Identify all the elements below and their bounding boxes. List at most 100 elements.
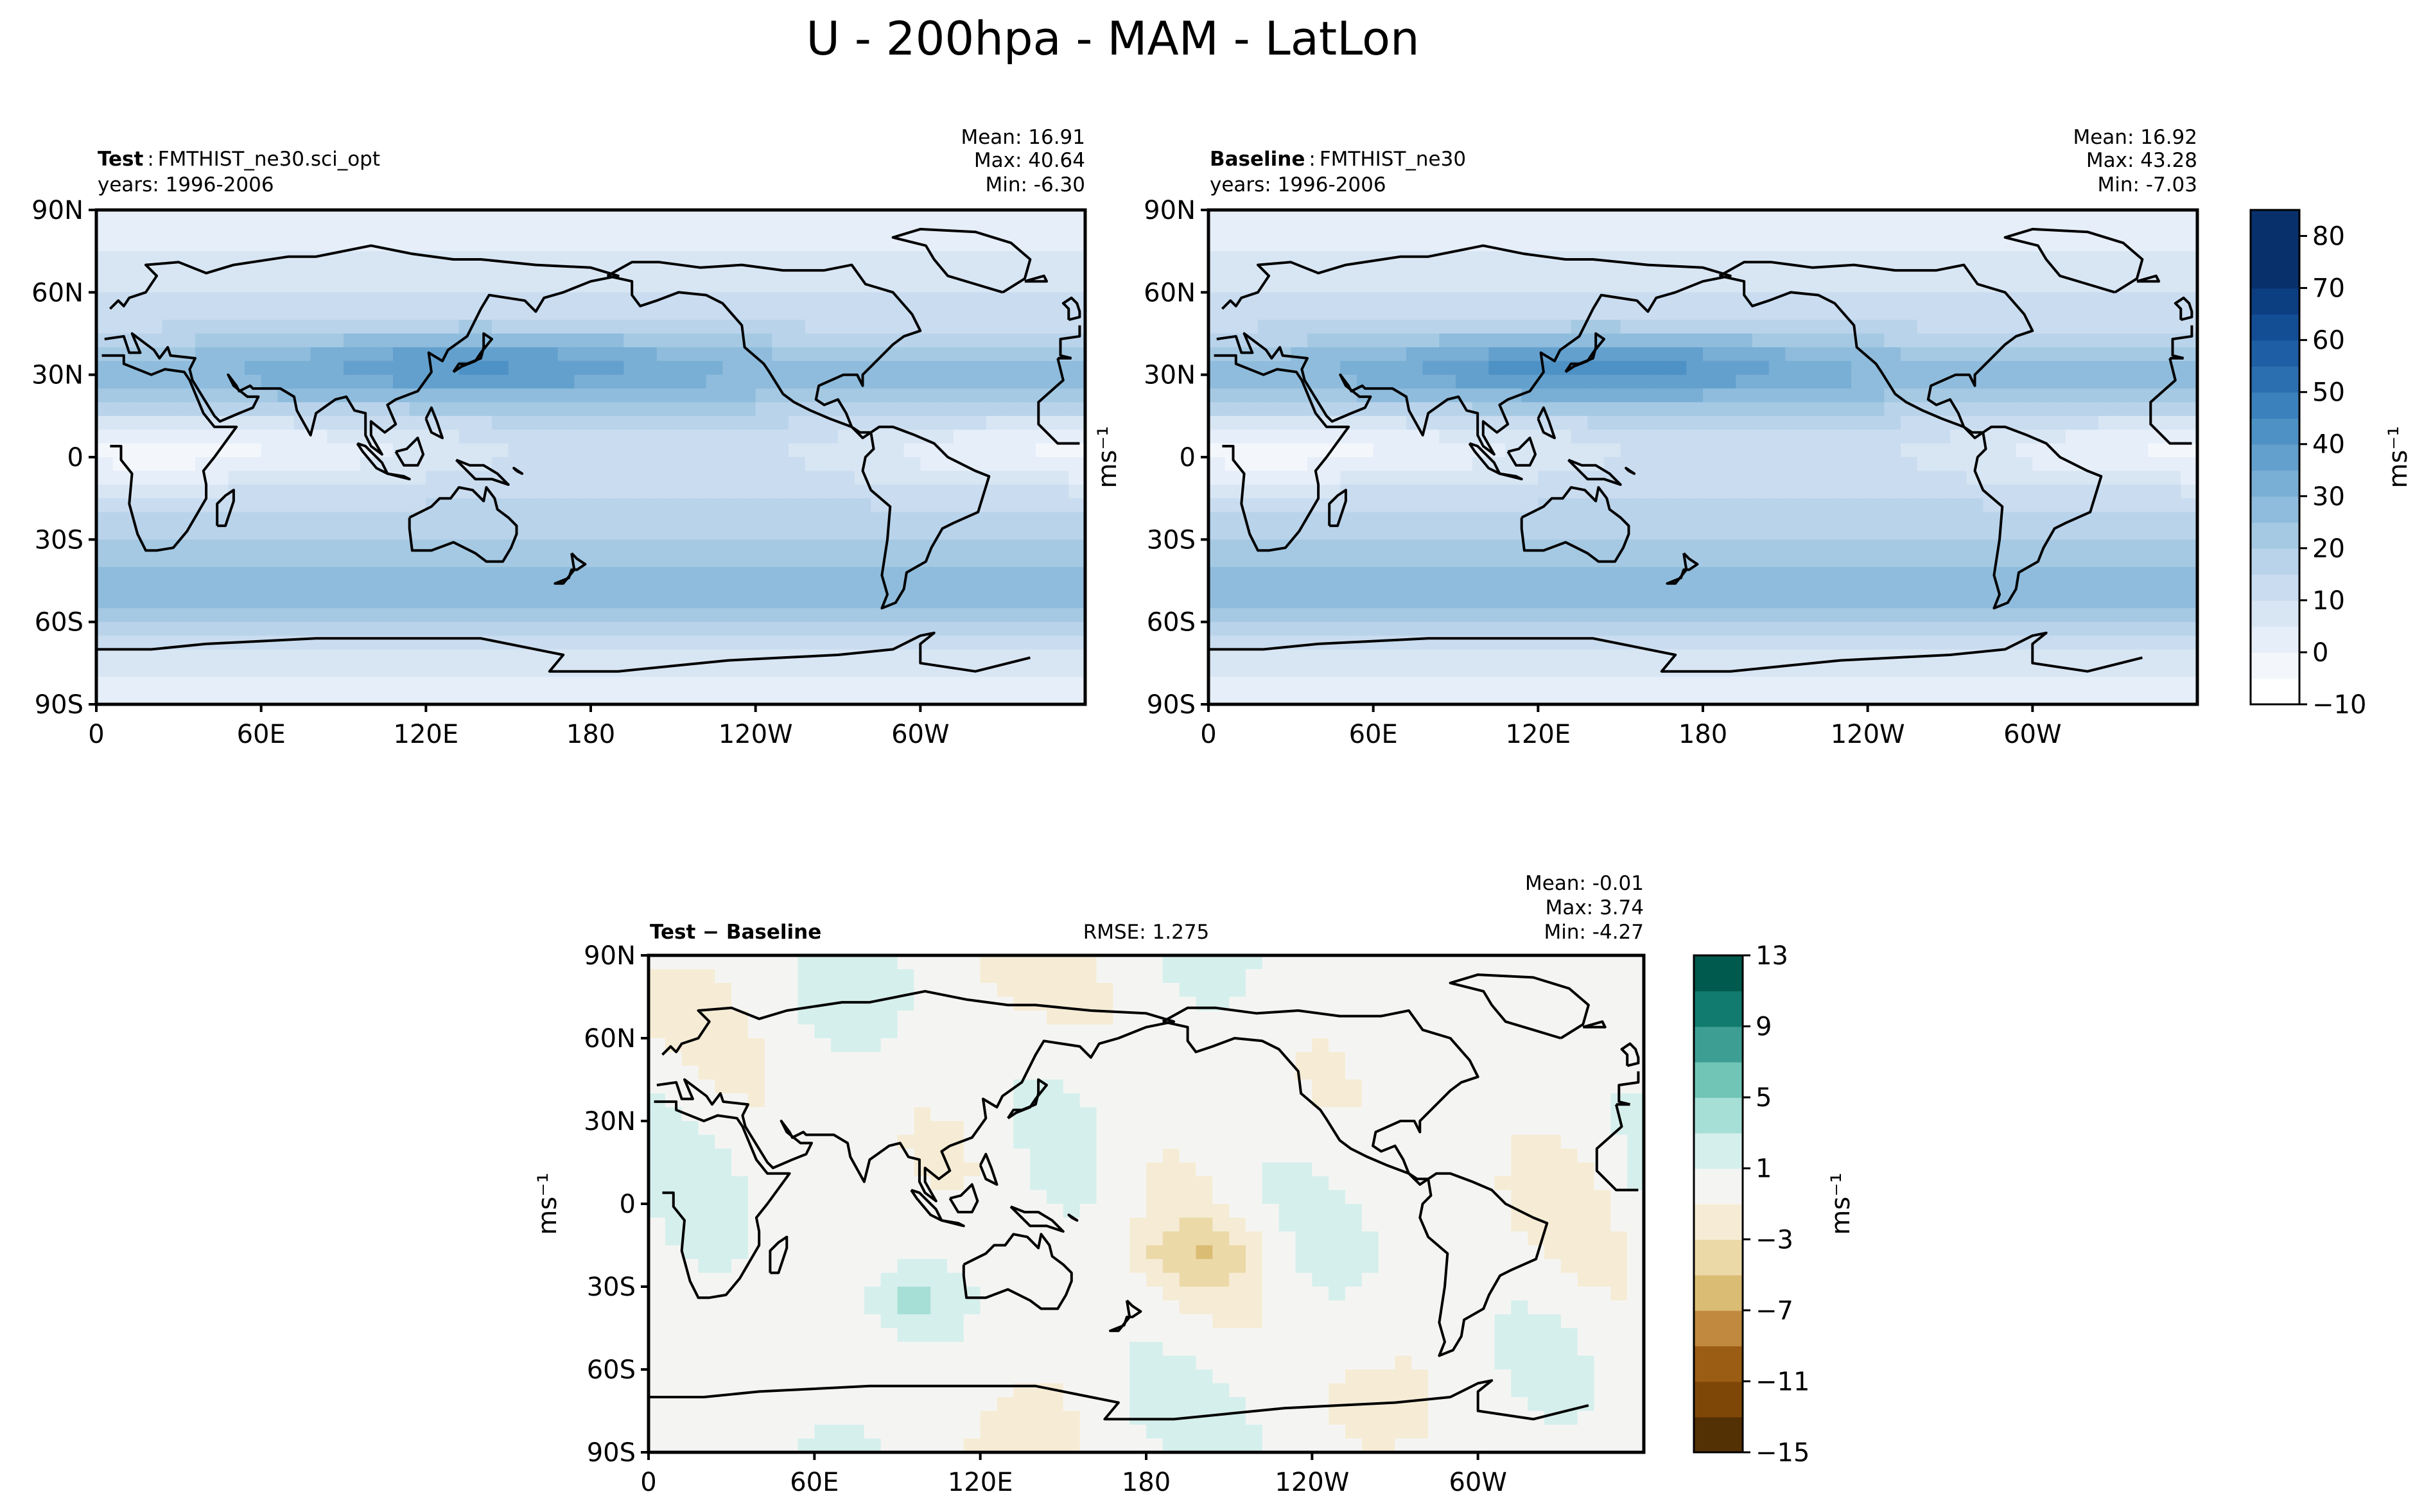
field-cell (789, 539, 806, 554)
field-cell (1208, 636, 1226, 650)
field-cell (179, 677, 196, 691)
field-cell (814, 969, 832, 984)
field-cell (1950, 594, 1967, 609)
field-cell (1851, 443, 1869, 458)
field-cell (2181, 210, 2197, 225)
field-cell (1291, 621, 1308, 636)
field-cell (1196, 983, 1214, 998)
field-cell (179, 237, 196, 252)
field-cell (1653, 498, 1671, 513)
field-cell (146, 251, 163, 266)
field-cell (228, 663, 245, 678)
coastline-antarctica (554, 552, 587, 585)
field-cell (1258, 608, 1275, 623)
field-cell (541, 347, 559, 362)
field-cell (1278, 1066, 1296, 1081)
field-cell (327, 415, 344, 431)
field-cell (525, 621, 542, 636)
field-cell (1802, 677, 1819, 691)
field-cell (1002, 663, 1020, 678)
field-cell (953, 320, 971, 335)
field-cell (409, 663, 427, 678)
field-cell (574, 649, 591, 664)
field-cell (492, 677, 509, 691)
field-cell (1719, 320, 1737, 335)
field-cell (937, 374, 954, 389)
field-cell (739, 498, 756, 513)
field-cell (2098, 484, 2116, 499)
coastline-greenland (394, 437, 425, 467)
field-cell (112, 690, 130, 704)
field-cell (897, 996, 915, 1011)
field-cell (261, 594, 279, 609)
coastline-indonesia (1328, 489, 1347, 527)
field-cell (1406, 663, 1424, 678)
field-cell (1637, 580, 1654, 595)
field-cell (1361, 1052, 1379, 1066)
field-cell (508, 320, 526, 335)
field-cell (1637, 278, 1654, 293)
field-cell (195, 621, 213, 636)
field-cell (327, 320, 344, 335)
field-cell (1422, 347, 1440, 362)
field-cell (591, 374, 608, 389)
field-cell (2181, 361, 2197, 376)
field-cell (1340, 621, 1357, 636)
field-cell (1229, 1066, 1246, 1081)
field-cell (277, 484, 295, 499)
field-cell (442, 608, 460, 623)
field-cell (1274, 320, 1292, 335)
field-cell (492, 525, 509, 541)
field-cell (821, 388, 839, 403)
field-cell (1719, 498, 1737, 513)
field-cell (1208, 278, 1226, 293)
field-cell (1703, 278, 1720, 293)
field-cell (2098, 443, 2116, 458)
field-cell (96, 567, 114, 582)
field-cell (1884, 415, 1901, 431)
field-cell (2181, 553, 2197, 568)
field-cell (1604, 347, 1621, 362)
field-cell (1068, 677, 1085, 691)
field-cell (1884, 621, 1901, 636)
field-cell (508, 237, 526, 252)
field-cell (1511, 1011, 1528, 1025)
field-cell (1002, 608, 1020, 623)
field-cell (831, 1024, 848, 1039)
field-cell (781, 1024, 799, 1039)
field-cell (1445, 1052, 1462, 1066)
field-cell (574, 374, 591, 389)
field-cell (409, 580, 427, 595)
field-cell (920, 567, 937, 582)
y-tick-label: 90S (1147, 690, 1196, 720)
field-cell (409, 498, 427, 513)
field-cell (1604, 608, 1621, 623)
field-cell (393, 265, 410, 279)
field-cell (1884, 608, 1901, 623)
field-cell (475, 210, 493, 225)
field-cell (261, 278, 279, 293)
field-cell (1670, 415, 1687, 431)
field-cell (2131, 471, 2149, 485)
field-cell (294, 512, 311, 526)
field-cell (1901, 278, 1918, 293)
field-cell (772, 278, 789, 293)
field-cell (277, 237, 295, 252)
field-cell (1670, 361, 1687, 376)
field-cell (1329, 1024, 1346, 1039)
field-cell (1901, 580, 1918, 595)
field-cell (1002, 347, 1020, 362)
field-cell (1357, 649, 1374, 664)
field-cell (211, 278, 229, 293)
field-cell (1867, 278, 1885, 293)
field-cell (1555, 333, 1572, 348)
field-cell (541, 498, 559, 513)
coastline-uk (2136, 274, 2161, 283)
field-cell (2164, 621, 2182, 636)
field-cell (1785, 278, 1802, 293)
field-cell (1357, 430, 1374, 444)
field-cell (442, 690, 460, 704)
field-cell (525, 690, 542, 704)
field-cell (1019, 636, 1036, 650)
field-cell (2082, 567, 2099, 582)
